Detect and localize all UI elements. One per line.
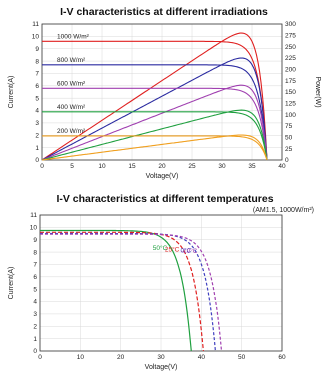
iv-curve [40, 231, 204, 352]
y-right-tick-label: 75 [285, 123, 293, 130]
y-right-tick-label: 125 [285, 101, 296, 108]
y-tick-label: 11 [32, 21, 39, 28]
series-label: -10°C [181, 247, 198, 255]
x-tick-label: 0 [38, 354, 42, 361]
y-tick-label: 3 [33, 311, 37, 318]
iv-curve [40, 229, 192, 352]
y-tick-label: 5 [35, 95, 39, 102]
power-curve [41, 134, 268, 161]
iv-curve [40, 233, 223, 352]
x-tick-label: 60 [278, 354, 286, 361]
y-right-tick-label: 25 [285, 146, 293, 153]
y-tick-label: 9 [33, 237, 37, 244]
series-label: 25°C [165, 245, 180, 253]
y-right-tick-label: 100 [285, 112, 296, 119]
y-right-tick-label: 300 [285, 21, 296, 28]
y-tick-label: 8 [33, 249, 37, 256]
y-right-tick-label: 175 [285, 78, 296, 85]
x-tick-label: 20 [158, 163, 166, 170]
temperature-chart: I-V characteristics at different tempera… [8, 193, 314, 371]
x-tick-label: 5 [70, 163, 74, 170]
y-tick-label: 6 [35, 83, 39, 90]
irradiation-chart: I-V characteristics at different irradia… [8, 6, 321, 180]
y-tick-label: 7 [33, 262, 37, 269]
x-tick-label: 10 [98, 163, 106, 170]
y-right-tick-label: 225 [285, 55, 296, 62]
y-tick-label: 7 [35, 71, 39, 78]
x-tick-label: 40 [198, 354, 206, 361]
y-tick-label: 11 [30, 212, 37, 219]
x-tick-label: 15 [128, 163, 136, 170]
y-tick-label: 9 [35, 46, 39, 53]
test-condition-label: (AM1.5, 1000W/m²) [253, 207, 314, 214]
y-tick-label: 2 [35, 132, 39, 139]
iv-curve [42, 87, 268, 161]
series-label: 1000 W/m² [57, 33, 90, 40]
x-tick-label: 35 [248, 163, 256, 170]
iv-curve [40, 232, 216, 352]
power-curve [41, 32, 268, 161]
y-tick-label: 3 [35, 120, 39, 127]
x-tick-label: 20 [117, 354, 125, 361]
y-axis-label: Current(A) [8, 76, 15, 109]
y-tick-label: 1 [35, 145, 39, 152]
y-tick-label: 10 [30, 225, 38, 232]
x-tick-label: 40 [278, 163, 286, 170]
series-label: 400 W/m² [57, 104, 86, 111]
x-tick-label: 10 [77, 354, 85, 361]
series-label: 0°C [181, 246, 192, 254]
x-tick-label: 25 [188, 163, 196, 170]
y-tick-label: 0 [33, 348, 37, 355]
x-axis-label: Voltage(V) [146, 173, 179, 180]
y-right-tick-label: 200 [285, 67, 296, 74]
plot-frame [41, 23, 283, 161]
y-right-tick-label: 275 [285, 33, 296, 40]
y-tick-label: 4 [35, 108, 39, 115]
iv-curve [42, 135, 268, 161]
y-right-tick-label: 50 [285, 135, 293, 142]
x-tick-label: 50 [238, 354, 246, 361]
y-tick-label: 1 [33, 336, 37, 343]
chart-title: I-V characteristics at different tempera… [56, 193, 273, 205]
y-right-tick-label: 150 [285, 89, 296, 96]
y-axis-label: Current(A) [8, 267, 15, 300]
y-tick-label: 0 [35, 157, 39, 164]
power-curve [41, 57, 268, 161]
y-tick-label: 4 [33, 299, 37, 306]
chart-title: I-V characteristics at different irradia… [60, 6, 268, 18]
x-tick-label: 0 [40, 163, 44, 170]
iv-curve [42, 40, 268, 161]
y-tick-label: 2 [33, 323, 37, 330]
series-label: 600 W/m² [57, 80, 86, 87]
y-tick-label: 8 [35, 58, 39, 65]
y-tick-label: 6 [33, 274, 37, 281]
series-label: 800 W/m² [57, 57, 86, 64]
x-tick-label: 30 [157, 354, 165, 361]
y-tick-label: 5 [33, 286, 37, 293]
x-axis-label: Voltage(V) [145, 364, 178, 371]
y-right-tick-label: 0 [285, 157, 289, 164]
plot-frame [39, 214, 283, 352]
y-right-tick-label: 250 [285, 44, 296, 51]
y-tick-label: 10 [32, 34, 40, 41]
x-tick-label: 30 [218, 163, 226, 170]
series-label: 200 W/m² [57, 128, 86, 135]
power-curve [41, 84, 268, 161]
y-right-axis-label: Power(W) [314, 76, 321, 107]
iv-curve [42, 64, 268, 161]
series-label: 50°C [153, 244, 168, 252]
power-curve [41, 109, 268, 161]
